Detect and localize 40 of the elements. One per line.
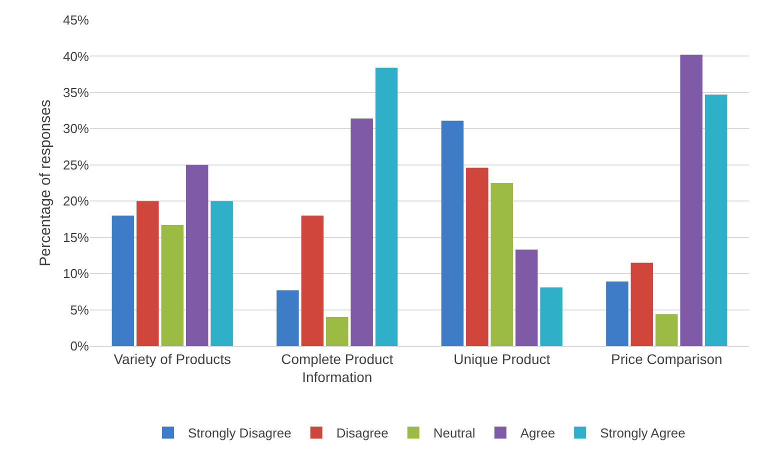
bar — [466, 168, 488, 346]
bar — [186, 164, 208, 346]
bar — [350, 118, 373, 346]
bar — [606, 282, 628, 346]
bar — [680, 54, 702, 346]
bar — [656, 314, 678, 346]
y-tick-label: 35% — [62, 84, 90, 100]
y-tick-label: 5% — [70, 302, 90, 318]
x-tick-label: Complete Product Information — [281, 350, 394, 385]
legend-label: Strongly Agree — [600, 426, 686, 441]
y-tick-label: 0% — [70, 338, 90, 354]
bar — [301, 216, 324, 346]
y-tick-label: 30% — [62, 121, 90, 136]
bar — [112, 216, 134, 346]
x-tick-label: Price Comparison — [610, 350, 722, 367]
y-tick-label: 20% — [62, 194, 90, 209]
legend-label: Agree — [520, 426, 556, 441]
y-tick-label: 40% — [62, 48, 90, 64]
bar — [515, 250, 538, 346]
x-tick-label: Variety of Products — [114, 350, 232, 367]
bar — [441, 120, 464, 346]
legend-label: Strongly Disagree — [188, 426, 292, 441]
y-axis-title: Percentage of responses — [37, 100, 54, 266]
bar — [630, 262, 654, 346]
bar — [326, 317, 348, 346]
y-tick-label: 15% — [62, 230, 90, 245]
bar — [540, 287, 562, 346]
bar — [161, 225, 184, 346]
y-tick-label: 45% — [62, 12, 90, 28]
x-tick-label: Unique Product — [454, 350, 550, 367]
bar — [375, 68, 398, 346]
legend-label: Neutral — [433, 426, 476, 441]
bar — [136, 201, 159, 346]
y-tick-label: 10% — [62, 266, 90, 282]
bar — [704, 94, 728, 346]
bar — [276, 290, 299, 346]
legend-label: Disagree — [336, 426, 388, 441]
bar — [490, 183, 513, 346]
bar — [210, 201, 233, 346]
y-tick-label: 25% — [62, 157, 90, 172]
